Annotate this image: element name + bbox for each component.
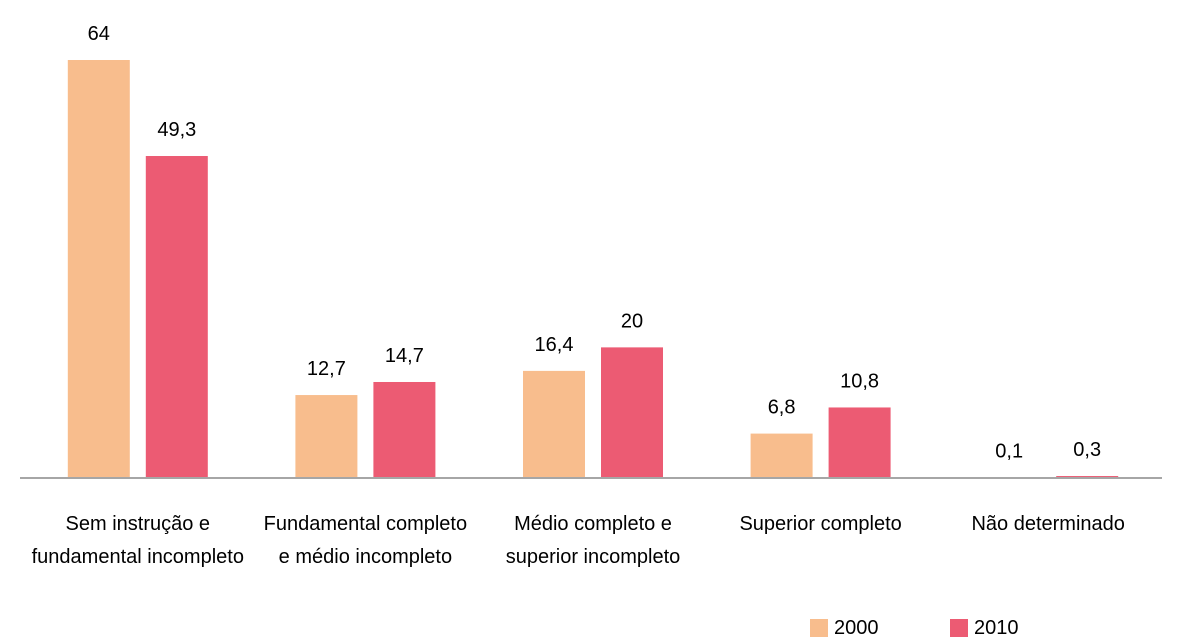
legend-swatch: [810, 619, 828, 637]
bar: [295, 395, 358, 478]
x-tick-label: Médio completo e superior incompleto: [505, 513, 681, 568]
x-tick-label: Sem instrução e fundamental incompleto: [31, 513, 244, 568]
legend-swatch: [950, 619, 968, 637]
bar: [145, 156, 208, 478]
value-label: 0,3: [1073, 439, 1101, 461]
value-label: 20: [621, 310, 643, 332]
x-tick-label: Não determinado: [971, 513, 1125, 535]
legend-label: 2000: [834, 617, 879, 639]
value-label: 12,7: [307, 358, 346, 380]
bar: [373, 381, 436, 478]
bar: [750, 433, 813, 478]
legend-label: 2010: [974, 617, 1019, 639]
value-label: 16,4: [535, 334, 574, 356]
bar: [828, 407, 891, 478]
x-tick-label: Fundamental completo e médio incompleto: [263, 513, 468, 568]
value-label: 49,3: [157, 119, 196, 141]
value-label: 14,7: [385, 345, 424, 367]
value-label: 10,8: [840, 370, 879, 392]
bar: [67, 60, 130, 478]
value-label: 0,1: [995, 440, 1023, 462]
value-label: 6,8: [768, 397, 796, 419]
value-label: 64: [88, 23, 110, 45]
bar: [601, 347, 663, 478]
bar: [523, 370, 585, 478]
x-tick-label: Superior completo: [739, 513, 902, 535]
